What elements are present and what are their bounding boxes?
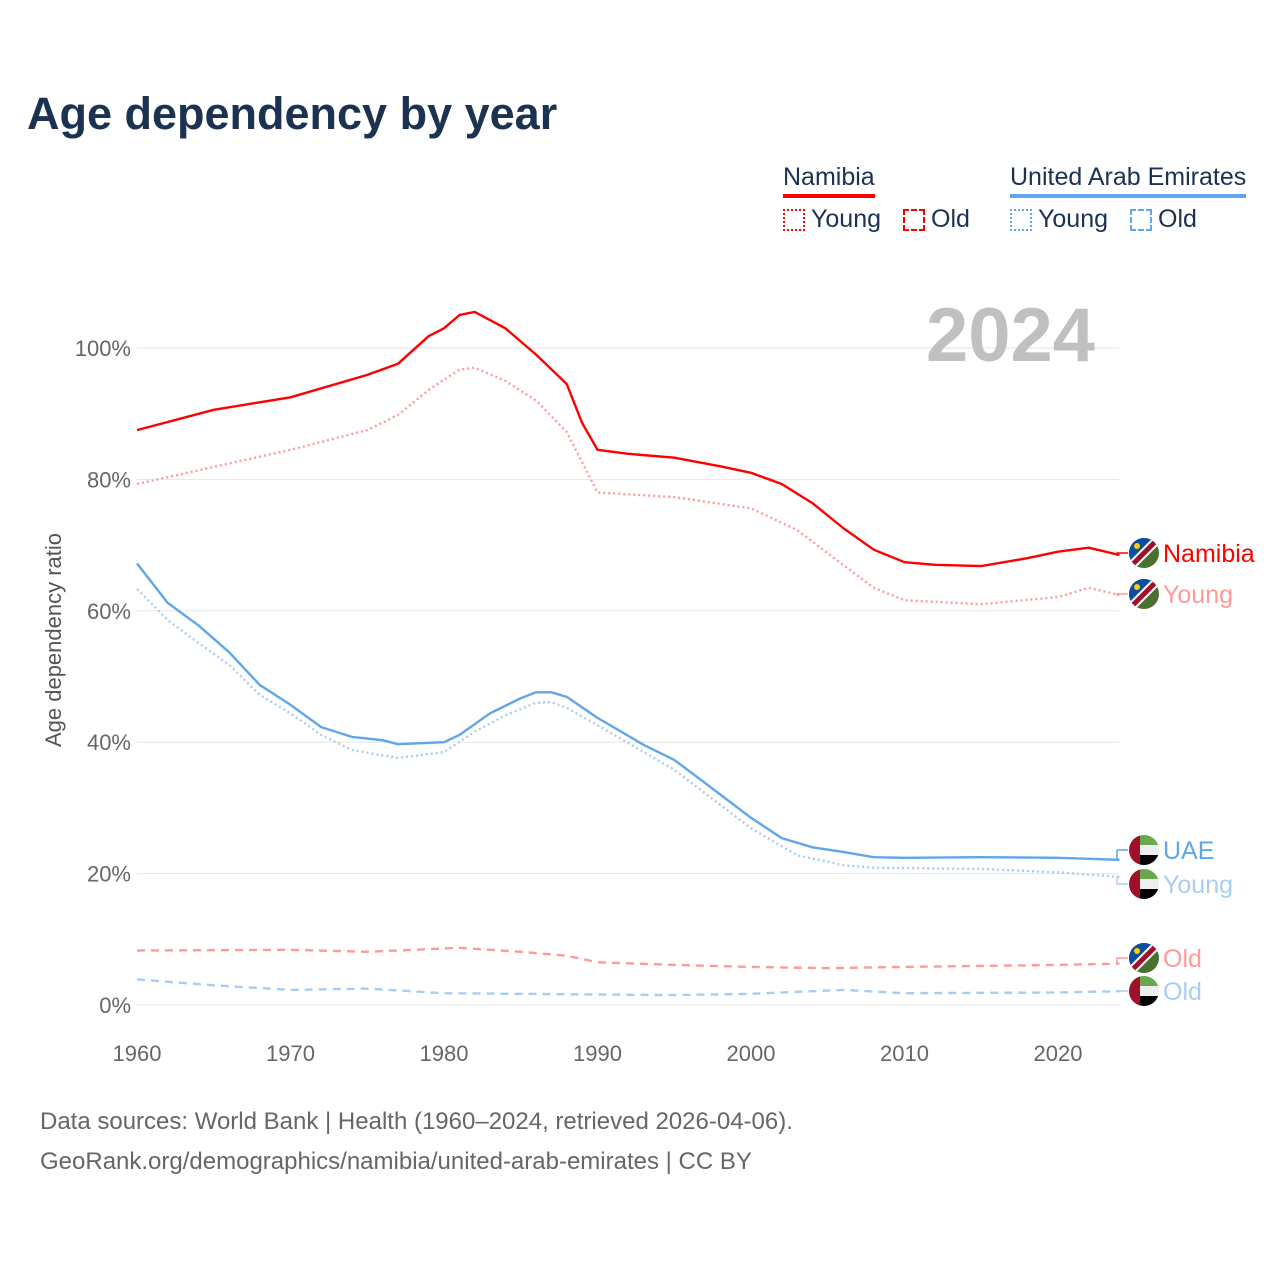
label-connector xyxy=(1116,849,1128,861)
series-line-namibia-young[interactable] xyxy=(136,366,1120,606)
x-tick-label: 1990 xyxy=(573,1041,622,1066)
legend-namibia-young[interactable]: Young xyxy=(783,205,881,234)
series-end-label: Namibia xyxy=(1163,540,1255,568)
series-line-namibia-old[interactable] xyxy=(136,946,1120,970)
label-connector xyxy=(1116,552,1128,556)
namibia-flag-icon xyxy=(1129,538,1159,568)
footer-link[interactable]: GeoRank.org/demographics/namibia/united-… xyxy=(40,1148,752,1175)
legend-label: Young xyxy=(811,205,881,233)
uae-flag-icon xyxy=(1129,869,1159,899)
series-end-label: Old xyxy=(1163,945,1202,973)
legend-uae[interactable]: United Arab Emirates xyxy=(1010,163,1247,198)
x-tick-label: 2020 xyxy=(1034,1041,1083,1066)
x-tick-label: 1980 xyxy=(420,1041,469,1066)
label-connector xyxy=(1116,876,1128,885)
y-tick-label: 80% xyxy=(87,467,131,492)
year-display: 2024 xyxy=(926,293,1096,378)
series-line-namibia[interactable] xyxy=(136,310,1120,568)
legend-namibia[interactable]: Namibia xyxy=(783,163,875,198)
label-connector xyxy=(1116,957,1128,965)
y-tick-label: 60% xyxy=(87,599,131,624)
x-tick-label: 2010 xyxy=(880,1041,929,1066)
label-connector xyxy=(1116,593,1128,596)
uae-flag-icon xyxy=(1129,976,1159,1006)
legend-uae-old[interactable]: Old xyxy=(1130,205,1197,234)
x-tick-label: 1970 xyxy=(266,1041,315,1066)
y-tick-label: 100% xyxy=(75,336,131,361)
uae-flag-icon xyxy=(1129,835,1159,865)
y-tick-label: 20% xyxy=(87,862,131,887)
series-end-label: UAE xyxy=(1163,837,1214,865)
series-end-label: Young xyxy=(1163,871,1233,899)
series-end-label: Old xyxy=(1163,978,1202,1006)
x-tick-label: 2000 xyxy=(727,1041,776,1066)
series-end-label: Young xyxy=(1163,581,1233,609)
dashed-swatch-icon xyxy=(903,208,925,231)
x-tick-label: 1960 xyxy=(113,1041,162,1066)
namibia-flag-icon xyxy=(1129,579,1159,609)
legend-label: Young xyxy=(1038,205,1108,233)
dashed-swatch-icon xyxy=(1130,208,1152,231)
y-tick-label: 40% xyxy=(87,730,131,755)
legend-namibia-old[interactable]: Old xyxy=(903,205,970,234)
dotted-swatch-icon xyxy=(1010,208,1032,231)
legend-label: Old xyxy=(1158,205,1197,233)
chart-title: Age dependency by year xyxy=(27,88,558,139)
namibia-flag-icon xyxy=(1129,943,1159,973)
legend-label: Old xyxy=(931,205,970,233)
series-line-uae[interactable] xyxy=(136,562,1120,861)
dotted-swatch-icon xyxy=(783,208,805,231)
y-tick-label: 0% xyxy=(99,993,131,1018)
series-line-uae-old[interactable] xyxy=(136,978,1120,997)
series-line-uae-young[interactable] xyxy=(136,588,1120,879)
footer-sources: Data sources: World Bank | Health (1960–… xyxy=(40,1108,793,1135)
legend-uae-young[interactable]: Young xyxy=(1010,205,1108,234)
